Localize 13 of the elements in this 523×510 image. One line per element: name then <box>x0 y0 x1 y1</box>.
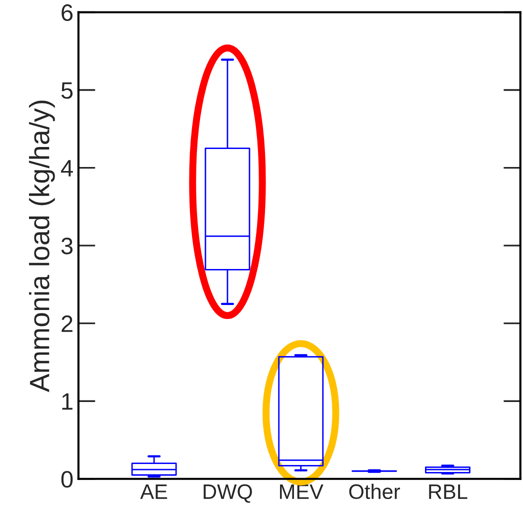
x-tick-label: AE <box>140 484 168 499</box>
x-tick-label: RBL <box>429 484 468 499</box>
y-tick-label: 4 <box>61 160 73 176</box>
y-tick-label: 0 <box>61 470 73 488</box>
y-tick-label: 1 <box>62 393 72 410</box>
y-tick-label: 5 <box>61 82 73 99</box>
x-tick-label: DWQ <box>204 484 252 503</box>
y-tick-label: 2 <box>62 315 72 332</box>
x-tick-label: Other <box>349 484 400 500</box>
y-axis-title: Ammonia load (kg/ha/y) <box>29 100 55 392</box>
x-tick-label: MEV <box>280 484 324 499</box>
y-tick-label: 3 <box>61 238 73 254</box>
y-tick-label: 6 <box>62 4 73 22</box>
